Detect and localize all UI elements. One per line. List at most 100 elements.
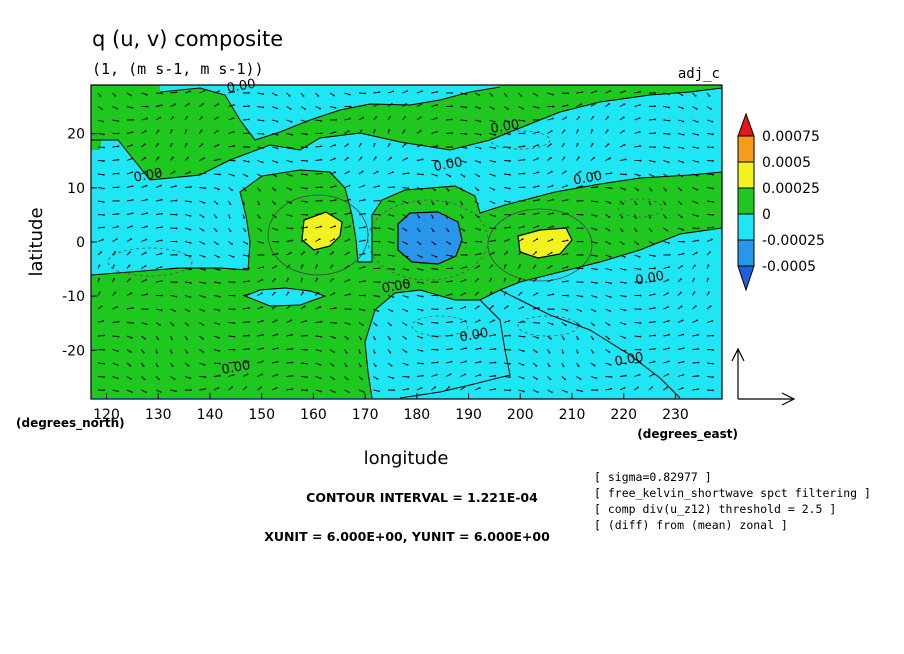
x-tick-label: 210 [559,407,586,423]
wind-vector-head [392,255,395,257]
wind-vector-head [201,143,204,145]
wind-vector-head [319,350,322,353]
wind-vector [112,213,119,215]
wind-vector [112,119,119,122]
wind-vector [112,335,119,338]
wind-vector-head [508,173,511,176]
wind-vector [474,361,481,364]
wind-vector-head [710,108,712,110]
wind-vector-head [537,212,540,215]
wind-vector-head [637,386,639,389]
wind-vector-head [667,242,670,244]
wind-vector [445,335,452,337]
wind-vector-head [373,129,376,132]
wind-vector [97,200,104,203]
wind-vector [576,91,583,94]
wind-vector-head [711,187,714,190]
wind-vector-head [276,228,278,231]
wind-vector-head [390,364,393,367]
wind-vector-head [217,188,220,191]
wind-vector-head [175,267,178,270]
wind-vector-head [202,351,205,353]
wind-vector-head [304,108,306,110]
wind-vector-head [679,291,682,294]
wind-vector-head [566,184,568,187]
wind-vector [170,185,177,188]
wind-vector-head [479,333,482,336]
wind-vector-head [595,200,598,203]
wind-vector-head [523,320,526,323]
wind-vector-head [102,173,105,176]
wind-vector-head [707,264,710,267]
wind-vector [677,133,684,136]
wind-vector-head [304,238,307,241]
wind-vector-head [522,377,525,380]
wind-vector-head [218,269,221,271]
wind-vector-head [652,175,655,178]
wind-vector-head [172,324,175,327]
wind-vector [445,307,452,310]
wind-vector-head [201,116,203,118]
wind-vector-head [523,132,526,135]
wind-vector [706,362,713,365]
wind-vector-head [146,212,148,215]
wind-vector [460,106,467,108]
wind-vector-head [317,95,320,97]
wind-vector [474,146,481,149]
wind-vector [257,146,264,149]
wind-vector [97,226,104,229]
wind-vector [518,226,524,229]
wind-vector [97,173,104,176]
wind-vector [489,240,496,242]
wind-vector-head [681,387,684,389]
wind-vector-head [160,280,163,282]
wind-vector-head [476,291,479,294]
wind-vector-head [451,132,453,134]
wind-vector-head [493,120,496,123]
wind-vector-head [711,362,714,365]
wind-vector-head [291,388,294,390]
wind-vector [576,185,583,188]
wind-vector-head [248,92,250,94]
wind-vector-head [288,264,290,267]
wind-vector-head [421,374,424,377]
wind-vector [561,308,568,311]
wind-vector-head [262,133,265,135]
wind-vector-head [639,308,642,311]
wind-vector-head [682,161,684,164]
wind-vector-head [317,251,319,253]
wind-vector-head [566,309,569,312]
wind-vector [257,106,264,108]
wind-vector-head [202,324,205,326]
wind-vector-head [639,348,642,351]
wind-vector-head [465,119,468,122]
wind-vector-head [262,106,265,109]
wind-vector-head [128,278,131,281]
wind-vector [532,322,539,324]
y-tick-label: 20 [67,127,85,143]
wind-vector [257,133,264,135]
wind-vector [547,293,554,296]
wind-vector-head [654,105,656,108]
wind-vector [329,185,336,188]
wind-vector-head [359,142,362,145]
wind-vector-head [131,131,134,134]
wind-vector-head [189,228,192,231]
wind-vector [329,307,336,310]
wind-vector-head [218,374,221,377]
wind-vector-head [668,266,670,268]
wind-vector [155,239,162,242]
wind-vector-head [129,251,131,254]
wind-vector-head [334,322,337,325]
wind-vector [648,293,655,296]
wind-vector-head [434,243,436,246]
wind-vector-head [436,361,439,364]
wind-vector [619,281,626,284]
wind-vector-head [581,199,584,202]
wind-vector-head [218,90,220,93]
wind-vector-head [262,119,265,122]
wind-vector-head [418,216,421,219]
wind-vector [141,118,148,121]
wind-vector-head [493,215,496,218]
wind-vector-head [390,156,392,159]
